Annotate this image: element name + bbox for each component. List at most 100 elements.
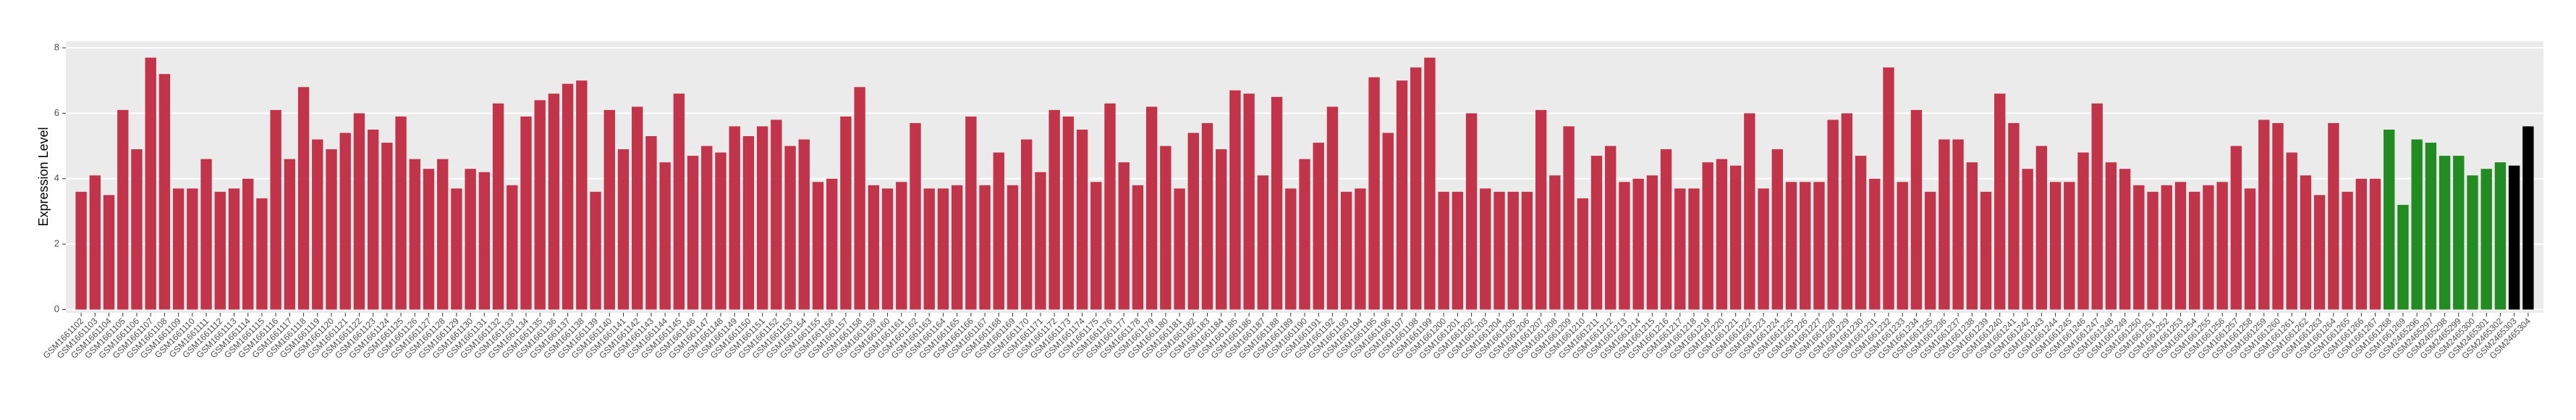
bar <box>632 106 643 310</box>
bar <box>2174 182 2187 310</box>
bar <box>2216 182 2228 310</box>
bar <box>381 143 393 310</box>
bar <box>645 136 657 310</box>
y-axis-title: Expression Level <box>36 127 51 226</box>
bar <box>617 149 630 310</box>
bar <box>270 109 281 310</box>
bar <box>2258 119 2270 310</box>
bar <box>590 191 601 310</box>
bar <box>145 57 156 310</box>
bar <box>1674 188 1686 310</box>
bar <box>923 188 935 310</box>
bar <box>2230 146 2242 310</box>
bar <box>1187 133 1199 310</box>
bar <box>297 87 310 310</box>
bar <box>2077 152 2089 310</box>
bar <box>2328 122 2339 310</box>
bar <box>1410 67 1422 310</box>
bar <box>1549 175 1561 310</box>
bar <box>826 178 838 310</box>
bar <box>1841 113 1853 310</box>
bar <box>1646 175 1658 310</box>
bar <box>228 188 240 310</box>
bar <box>1688 188 1700 310</box>
bar <box>1939 139 1950 310</box>
bar <box>910 122 921 310</box>
bar <box>423 169 435 310</box>
bar <box>1174 188 1185 310</box>
bar <box>2522 126 2534 310</box>
bar <box>507 185 518 310</box>
bar <box>1994 93 2006 310</box>
bar <box>2049 182 2062 310</box>
bar <box>1729 165 1742 310</box>
bar <box>742 136 755 310</box>
bar <box>896 182 907 310</box>
bar <box>158 74 171 310</box>
bar <box>1716 159 1728 310</box>
bar <box>2035 146 2048 310</box>
bar <box>89 175 101 310</box>
bar <box>1368 77 1380 310</box>
bar <box>1313 143 1324 310</box>
bar <box>2453 156 2465 310</box>
bar <box>1104 103 1116 310</box>
bar <box>2467 175 2478 310</box>
bar <box>492 103 504 310</box>
bar <box>1619 182 1630 310</box>
bar <box>937 188 949 310</box>
bar <box>868 185 880 310</box>
bar <box>812 182 824 310</box>
bar <box>2105 162 2117 310</box>
bar <box>1480 188 1491 310</box>
bar <box>2272 122 2284 310</box>
bar <box>1243 93 1255 310</box>
bar <box>1355 188 1366 310</box>
bar <box>242 178 254 310</box>
bar <box>2203 185 2214 310</box>
bar <box>1438 191 1449 310</box>
bar <box>200 159 212 310</box>
bar <box>1048 109 1060 310</box>
bar <box>1660 149 1672 310</box>
bar <box>1577 198 1588 310</box>
bar <box>339 133 351 310</box>
bar <box>2397 204 2409 310</box>
bar <box>520 116 532 310</box>
bar <box>465 169 476 310</box>
bar <box>1326 106 1339 310</box>
bar <box>1076 129 1088 310</box>
bar <box>353 113 365 310</box>
bar <box>1800 182 1811 310</box>
bar <box>1271 96 1283 310</box>
bar <box>1452 191 1464 310</box>
bar <box>1590 156 1603 310</box>
bar <box>840 116 852 310</box>
bar <box>2439 156 2451 310</box>
bar <box>1396 80 1408 310</box>
bar <box>2313 195 2326 310</box>
bar <box>1883 67 1894 310</box>
bar <box>451 188 462 310</box>
bar <box>1021 139 1033 310</box>
bar <box>131 149 143 310</box>
bar <box>1035 172 1046 310</box>
bar <box>75 191 87 310</box>
bar <box>1563 126 1575 310</box>
bar <box>103 195 115 310</box>
bar <box>2022 169 2033 310</box>
bar <box>1827 119 1839 310</box>
bar <box>1758 188 1769 310</box>
bar <box>2119 169 2131 310</box>
bar <box>1785 182 1797 310</box>
bar <box>1869 178 1881 310</box>
bar <box>437 159 449 310</box>
bar <box>659 162 671 310</box>
y-tick-label: 6 <box>54 107 59 118</box>
bar <box>2342 191 2353 310</box>
bar <box>117 109 129 310</box>
bar <box>1702 162 1713 310</box>
bar <box>478 172 491 310</box>
bar <box>715 152 726 310</box>
